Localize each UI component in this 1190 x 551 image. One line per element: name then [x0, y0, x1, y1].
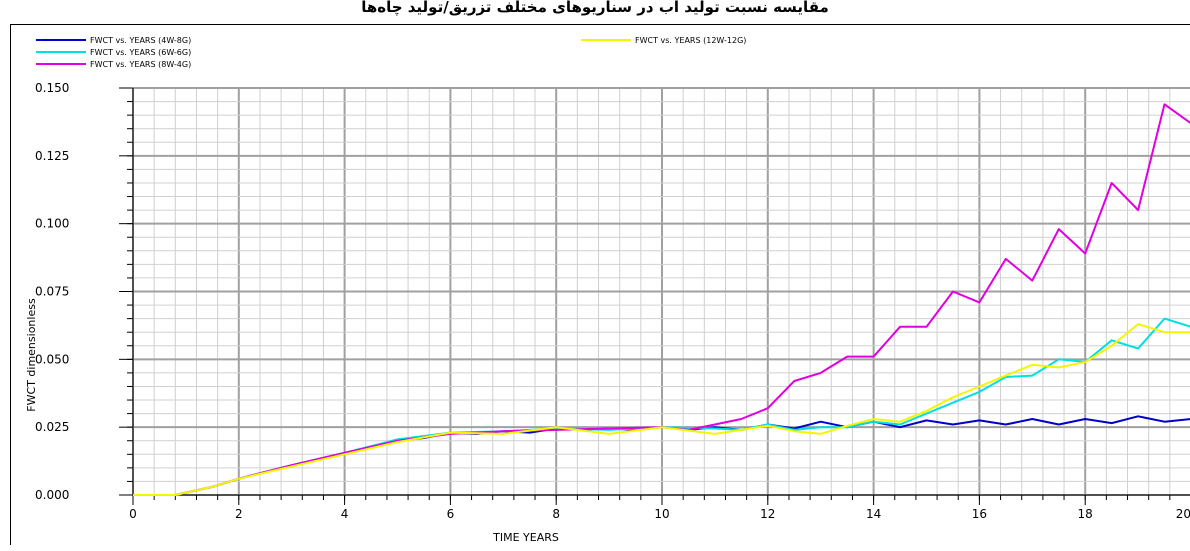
x-axis-label: TIME YEARS	[492, 531, 559, 544]
plot-frame: 0.000 0.025 0.050 0.075 0.100 0.125 0.150 0 2 4 6 8…	[10, 24, 1190, 545]
x-tick-label: 18	[1078, 507, 1093, 521]
y-tick-label: 0.125	[35, 149, 69, 163]
y-tick-label: 0.150	[35, 81, 69, 95]
x-tick-label: 2	[235, 507, 243, 521]
x-tick-label: 14	[866, 507, 881, 521]
series-lines	[133, 103, 1190, 496]
x-tick-label: 8	[552, 507, 560, 521]
legend: FWCT vs. YEARS (4W-8G) FWCT vs. YEARS (6W…	[36, 36, 746, 69]
grid	[132, 87, 1190, 496]
x-tick-label: 6	[447, 507, 455, 521]
y-tick-label: 0.000	[35, 488, 69, 502]
axes: 0.000 0.025 0.050 0.075 0.100 0.125 0.150 0 2 4 6 8…	[35, 81, 1190, 521]
x-tick-label: 10	[654, 507, 669, 521]
line-chart: 0.000 0.025 0.050 0.075 0.100 0.125 0.150 0 2 4 6 8…	[25, 36, 1190, 544]
page-heading: مقایسه نسبت تولید آب در سناریوهای مختلف …	[361, 0, 829, 16]
x-tick-label: 4	[341, 507, 349, 521]
legend-label: FWCT vs. YEARS (12W-12G)	[635, 36, 746, 45]
legend-label: FWCT vs. YEARS (4W-8G)	[90, 36, 191, 45]
legend-label: FWCT vs. YEARS (8W-4G)	[90, 60, 191, 69]
y-tick-label: 0.075	[35, 285, 69, 299]
legend-label: FWCT vs. YEARS (6W-6G)	[90, 48, 191, 57]
series-line	[133, 323, 1190, 496]
y-tick-label: 0.100	[35, 217, 69, 231]
x-tick-label: 20	[1176, 507, 1190, 521]
y-tick-label: 0.025	[35, 420, 69, 434]
x-tick-label: 12	[760, 507, 775, 521]
x-tick-label: 0	[129, 507, 137, 521]
series-line	[133, 103, 1190, 496]
x-tick-label: 16	[972, 507, 987, 521]
y-axis-label: FWCT dimensionless	[25, 298, 38, 412]
y-tick-label: 0.050	[35, 352, 69, 366]
